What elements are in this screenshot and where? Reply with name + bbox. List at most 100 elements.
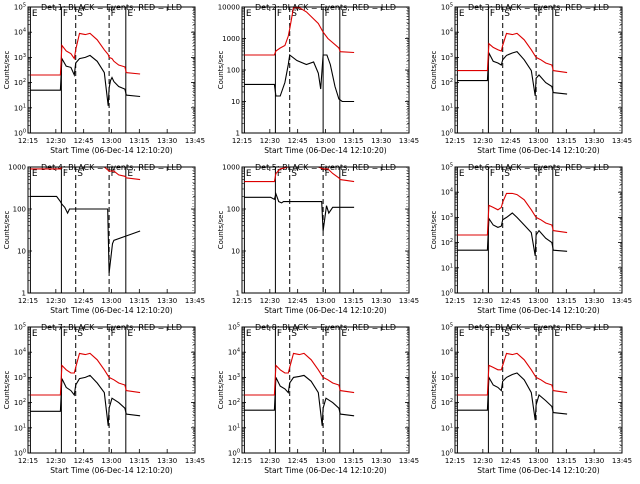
y-tick-label: 104 — [441, 28, 453, 37]
x-tick-label: 12:45 — [288, 297, 308, 305]
y-tick-label: 101 — [14, 103, 26, 112]
x-tick-label: 12:15 — [232, 297, 252, 305]
panel-det-6: Det 6: BLACK = Events, RED = LLDCounts/s… — [430, 163, 632, 316]
y-tick-label: 103 — [228, 373, 240, 382]
y-tick-label: 101 — [441, 103, 453, 112]
time-marker-label: F — [325, 329, 330, 339]
y-tick-label: 105 — [441, 3, 453, 12]
x-tick-label: 13:00 — [315, 457, 335, 465]
y-tick-label: 101 — [441, 263, 453, 272]
y-tick-label: 105 — [14, 323, 26, 332]
time-marker-label: E — [341, 9, 347, 19]
series-events-line — [244, 53, 355, 103]
x-tick-label: 13:45 — [399, 137, 419, 145]
time-marker-label: E — [341, 329, 347, 339]
y-tick-label: 104 — [441, 188, 453, 197]
time-marker-label: E — [341, 169, 347, 179]
y-axis-label: Counts/sec — [217, 51, 225, 90]
y-tick-label: 105 — [14, 3, 26, 12]
time-marker-label: F — [325, 9, 330, 19]
y-tick-label: 101 — [441, 423, 453, 432]
panel-det-3: Det 3: BLACK = Events, RED = LLDCounts/s… — [430, 3, 632, 156]
time-marker-label: F — [63, 9, 68, 19]
y-tick-label: 103 — [14, 373, 26, 382]
y-axis-label: Counts/sec — [430, 51, 438, 90]
panel-series-group — [30, 167, 141, 274]
x-axis-label: Start Time (06-Dec-14 12:10:20) — [477, 306, 599, 315]
x-tick-label: 13:00 — [528, 137, 548, 145]
time-marker-label: F — [277, 169, 282, 179]
x-tick-label: 13:15 — [556, 137, 576, 145]
y-tick-label: 100 — [14, 129, 26, 138]
y-tick-label: 101 — [14, 423, 26, 432]
panel-series-group — [457, 32, 568, 96]
x-tick-label: 12:15 — [18, 297, 38, 305]
y-tick-label: 103 — [441, 373, 453, 382]
x-tick-label: 13:30 — [157, 457, 177, 465]
y-tick-label: 1 — [236, 130, 240, 138]
panel-det-4: Det 4: BLACK = Events, RED = LLDCounts/s… — [3, 163, 205, 315]
time-marker-label: S — [291, 169, 297, 179]
series-events-line — [457, 372, 568, 421]
x-tick-label: 13:00 — [101, 137, 121, 145]
time-marker-label: F — [111, 329, 116, 339]
y-tick-label: 104 — [14, 28, 26, 37]
y-tick-label: 105 — [441, 323, 453, 332]
time-marker-label: E — [554, 169, 560, 179]
x-tick-label: 12:45 — [501, 137, 521, 145]
y-tick-label: 102 — [14, 78, 26, 87]
x-tick-label: 12:45 — [501, 457, 521, 465]
x-axis-label: Start Time (06-Dec-14 12:10:20) — [264, 306, 386, 315]
panel-det-2: Det 2: BLACK = Events, RED = LLDCounts/s… — [217, 3, 419, 155]
time-marker-label: E — [554, 9, 560, 19]
x-tick-label: 13:00 — [101, 297, 121, 305]
y-tick-label: 102 — [228, 398, 240, 407]
y-tick-label: 1000 — [8, 164, 26, 172]
x-tick-label: 13:45 — [185, 457, 205, 465]
panel-det-9: Det 9: BLACK = Events, RED = LLDCounts/s… — [430, 323, 632, 476]
y-tick-label: 100 — [14, 449, 26, 458]
y-tick-label: 105 — [441, 163, 453, 172]
x-tick-label: 13:45 — [612, 457, 632, 465]
x-tick-label: 13:30 — [157, 297, 177, 305]
y-tick-label: 10 — [17, 248, 26, 256]
series-events-line — [30, 54, 141, 106]
plot-frame — [454, 6, 623, 134]
series-lld-line — [30, 352, 141, 396]
time-marker-label: F — [325, 169, 330, 179]
time-marker-label: E — [459, 9, 465, 19]
series-events-line — [244, 191, 355, 232]
x-tick-label: 13:30 — [584, 457, 604, 465]
x-tick-label: 13:30 — [584, 297, 604, 305]
x-axis-label: Start Time (06-Dec-14 12:10:20) — [50, 146, 172, 155]
time-marker-label: S — [504, 9, 510, 19]
x-tick-label: 13:45 — [399, 457, 419, 465]
time-marker-label: S — [291, 329, 297, 339]
panel-series-group — [457, 352, 568, 421]
x-tick-label: 13:15 — [343, 137, 363, 145]
y-tick-label: 104 — [441, 348, 453, 357]
x-tick-label: 12:15 — [18, 457, 38, 465]
x-tick-label: 13:15 — [129, 457, 149, 465]
y-tick-label: 105 — [228, 323, 240, 332]
time-marker-label: E — [246, 169, 252, 179]
y-tick-label: 100 — [228, 449, 240, 458]
x-tick-label: 13:45 — [399, 297, 419, 305]
time-marker-label: F — [538, 329, 543, 339]
time-marker-label: E — [32, 329, 38, 339]
y-tick-label: 1 — [236, 290, 240, 298]
y-tick-label: 103 — [14, 53, 26, 62]
y-tick-label: 104 — [14, 348, 26, 357]
plot-frame — [27, 6, 196, 134]
x-tick-label: 12:30 — [473, 297, 493, 305]
time-marker-label: F — [111, 169, 116, 179]
time-marker-label: F — [63, 329, 68, 339]
x-tick-label: 13:30 — [584, 137, 604, 145]
y-axis-label: Counts/sec — [217, 211, 225, 250]
time-marker-label: E — [32, 9, 38, 19]
x-tick-label: 13:30 — [371, 297, 391, 305]
panel-series-group — [244, 352, 355, 426]
time-marker-label: E — [127, 169, 133, 179]
x-axis-label: Start Time (06-Dec-14 12:10:20) — [477, 466, 599, 475]
plot-frame — [241, 166, 410, 294]
